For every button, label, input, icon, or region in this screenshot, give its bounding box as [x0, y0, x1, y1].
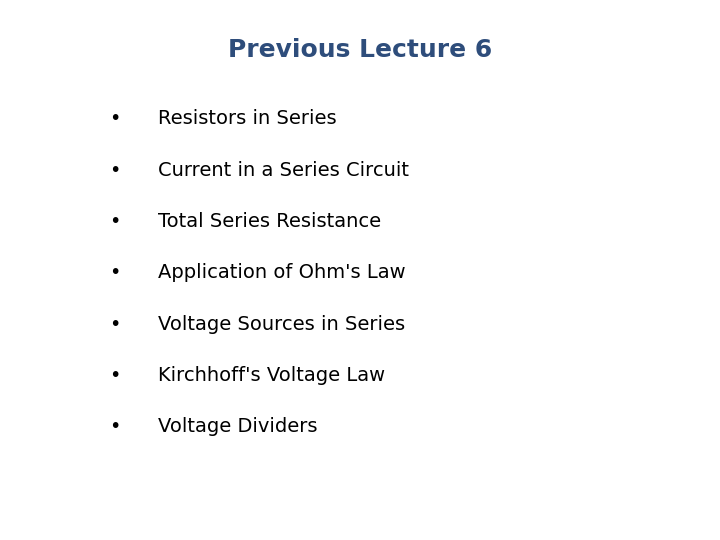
Text: Kirchhoff's Voltage Law: Kirchhoff's Voltage Law: [158, 366, 385, 385]
Text: •: •: [109, 366, 121, 385]
Text: •: •: [109, 212, 121, 231]
Text: Application of Ohm's Law: Application of Ohm's Law: [158, 263, 406, 282]
Text: Resistors in Series: Resistors in Series: [158, 109, 337, 129]
Text: Voltage Sources in Series: Voltage Sources in Series: [158, 314, 405, 334]
Text: Voltage Dividers: Voltage Dividers: [158, 417, 318, 436]
Text: •: •: [109, 417, 121, 436]
Text: •: •: [109, 263, 121, 282]
Text: •: •: [109, 109, 121, 129]
Text: •: •: [109, 314, 121, 334]
Text: •: •: [109, 160, 121, 180]
Text: Current in a Series Circuit: Current in a Series Circuit: [158, 160, 410, 180]
Text: Previous Lecture 6: Previous Lecture 6: [228, 38, 492, 62]
Text: Total Series Resistance: Total Series Resistance: [158, 212, 382, 231]
